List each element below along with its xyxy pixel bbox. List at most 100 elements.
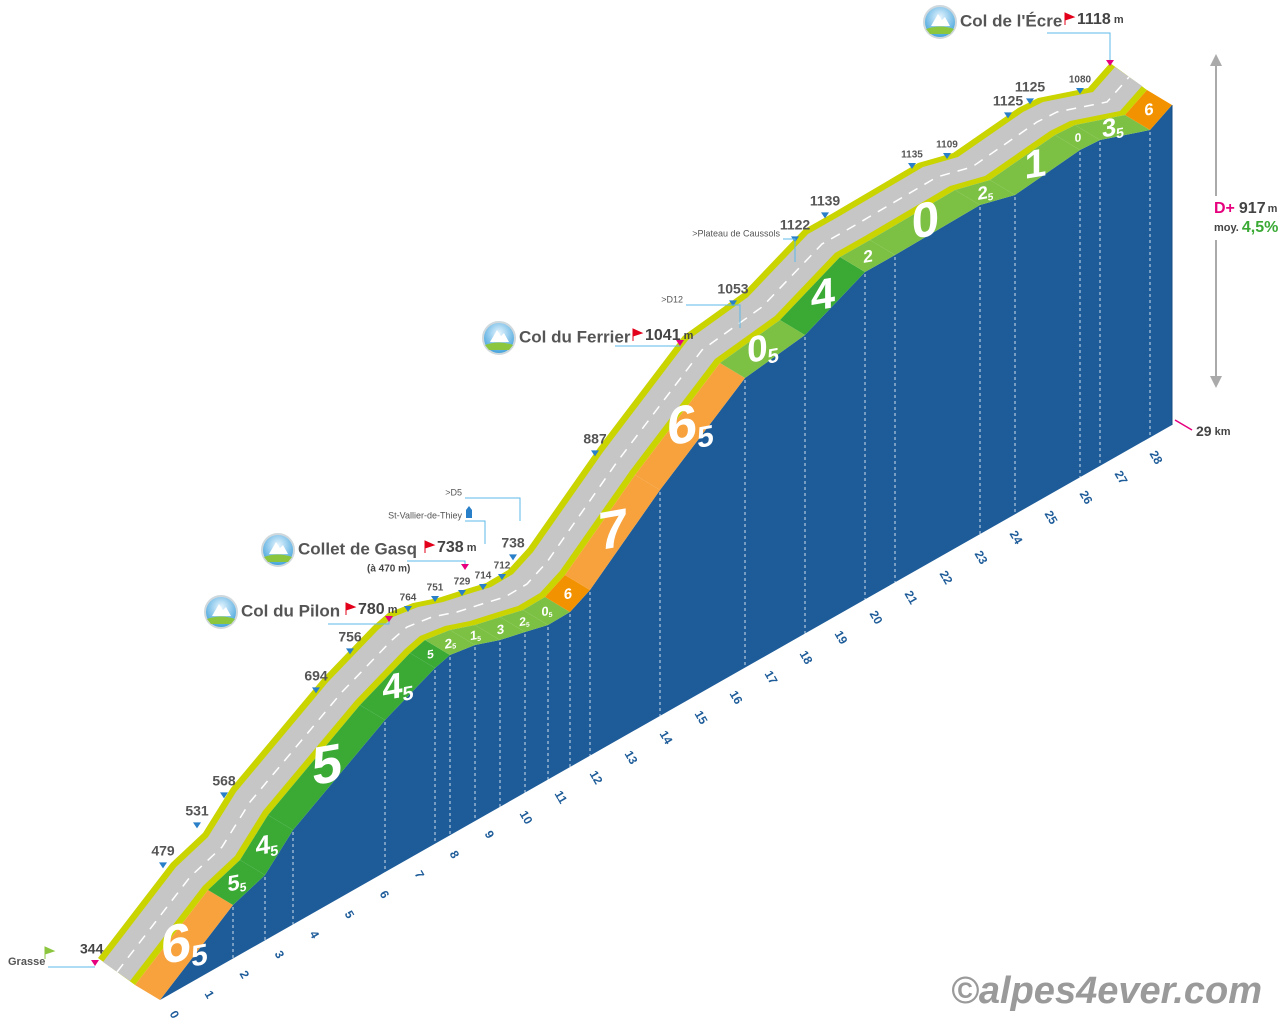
gradient-segment (240, 815, 293, 875)
gradient-whole: 0 (1075, 130, 1082, 145)
church-icon (466, 506, 472, 518)
gradient-label: 15 (470, 627, 481, 645)
altitude-pointer (159, 862, 167, 869)
gradient-label: 1 (1025, 140, 1047, 188)
altitude-pointer (1076, 88, 1084, 94)
km-mark: 25 (1042, 508, 1061, 527)
altitude-pointer (943, 153, 951, 159)
finish-distance: 29 km (1196, 423, 1231, 439)
km-mark: 23 (972, 548, 991, 567)
gradient-segment (1075, 115, 1150, 140)
col-note: (à 470 m) (367, 564, 410, 575)
gradient-segment (475, 617, 525, 640)
start-pointer (91, 960, 99, 966)
gradient-whole: 0 (541, 604, 548, 620)
altitude-label: 1109 (936, 140, 958, 151)
gradient-whole: 5 (228, 869, 240, 896)
altitude-label: 531 (185, 803, 209, 819)
km-mark: 27 (1112, 468, 1131, 487)
gradient-label: 05 (747, 323, 779, 372)
altitude-pointer (908, 163, 916, 169)
gradient-segment (780, 257, 865, 335)
altitude-label: 887 (583, 431, 607, 447)
gradient-whole: 1 (1025, 140, 1047, 188)
gradient-decimal: 5 (526, 621, 530, 629)
gradient-whole: 5 (427, 647, 434, 662)
sign-leader (465, 497, 521, 521)
altitude-label: 1053 (717, 281, 748, 297)
altitude-unit: m (388, 604, 398, 616)
gain-unit: m (1268, 203, 1278, 215)
altitude-pointer (220, 792, 228, 799)
altitude-label: 1135 (901, 150, 923, 161)
gradient-decimal: 5 (697, 419, 714, 455)
flag (632, 328, 644, 341)
gradient-whole: 4 (256, 829, 271, 861)
gradient-whole: 3 (497, 621, 504, 637)
finish-tick (1174, 419, 1193, 431)
gradient-label: 25 (519, 614, 530, 630)
km-mark: 20 (867, 608, 886, 627)
gradient-label: 2 (863, 245, 873, 267)
gradient-label: 05 (541, 603, 552, 621)
altitude-label: 1080 (1069, 75, 1092, 86)
gradient-label: 45 (256, 828, 279, 863)
start-name: Grasse (8, 956, 45, 968)
altitude-label: 738 (501, 535, 525, 551)
km-mark: 11 (552, 788, 571, 806)
km-mark: 8 (447, 848, 463, 861)
km-mark: 17 (762, 668, 781, 687)
gradient-label: 6 (564, 585, 572, 603)
sign-leader (465, 520, 486, 544)
gradient-decimal: 5 (191, 938, 208, 974)
altitude-pointer (821, 212, 829, 219)
gradient-whole: 2 (519, 614, 526, 629)
gradient-segment (425, 630, 475, 655)
gradient-whole: 2 (978, 181, 988, 204)
altitude-label: 479 (151, 843, 175, 859)
gradient-label: 5 (312, 732, 342, 798)
gradient-decimal: 5 (1116, 124, 1124, 141)
col-name: Col du Pilon (241, 601, 340, 620)
gradient-segment (565, 475, 660, 590)
km-mark: 3 (272, 948, 288, 961)
summary-average: moy. 4,5% (1214, 219, 1278, 236)
altitude-label: 1122 (780, 217, 811, 233)
start-altitude: 344 (80, 941, 104, 957)
km-mark: 26 (1077, 488, 1096, 507)
altitude-pointer (312, 687, 320, 694)
road-centerline (116, 76, 1130, 973)
road-edge (98, 63, 1147, 985)
gradient-decimal: 5 (270, 843, 278, 860)
col-grass (485, 342, 513, 350)
km-mark: 10 (517, 808, 536, 827)
km-mark: 2 (237, 968, 253, 981)
col-altitude: 738 m (437, 539, 477, 556)
col-mountain (490, 330, 509, 342)
gradient-whole: 4 (382, 664, 403, 708)
gradient-label: 35 (1102, 112, 1124, 144)
altitude-value: 780 (358, 601, 385, 618)
km-mark: 21 (902, 588, 921, 607)
gradient-segment (1125, 90, 1172, 130)
gradient-segment (635, 363, 745, 490)
gradient-whole: 6 (1144, 100, 1153, 120)
altitude-unit: m (1114, 14, 1124, 26)
gradient-decimal: 5 (768, 344, 779, 369)
km-mark: 28 (1147, 448, 1166, 467)
altitude-label: 729 (454, 577, 471, 588)
gradient-whole: 2 (863, 245, 873, 267)
gradient-whole: 6 (667, 392, 697, 458)
gradient-segment (360, 653, 435, 720)
copyright: ©alpes4ever.com (951, 970, 1262, 1012)
finish-value: 29 (1196, 423, 1212, 439)
col-mountain (931, 14, 950, 26)
altitude-label: 751 (427, 583, 444, 594)
altitude-value: 1118 (1077, 11, 1111, 28)
altitude-label: 694 (304, 668, 328, 684)
gradient-label: 45 (382, 662, 413, 710)
gradient-segment (268, 705, 385, 830)
col-altitude: 1118 m (1077, 11, 1124, 28)
gradient-whole: 6 (161, 911, 191, 977)
gradient-decimal: 5 (549, 610, 553, 619)
